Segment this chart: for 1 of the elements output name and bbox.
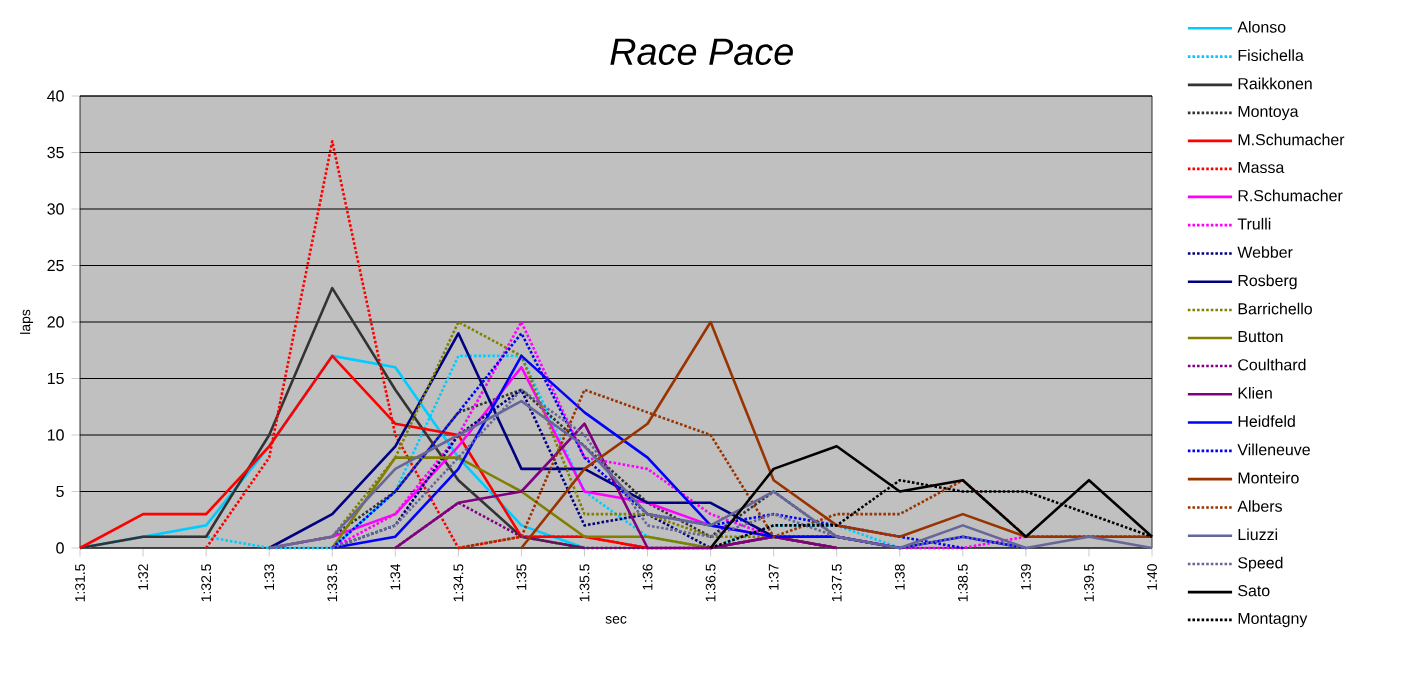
chart-title: Race Pace bbox=[610, 38, 793, 66]
